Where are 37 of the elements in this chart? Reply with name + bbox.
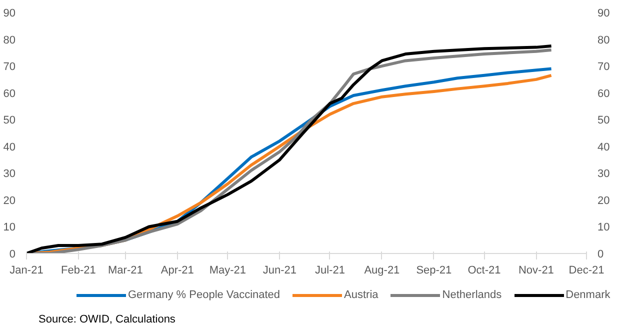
y2-tick-label: 40 — [598, 141, 610, 154]
legend-label: Denmark — [566, 289, 610, 301]
x-tick-label: Feb-21 — [61, 264, 96, 276]
x-tick-label: Jul-21 — [314, 264, 345, 276]
y-tick-label: 80 — [3, 34, 16, 46]
y-tick-label: 30 — [3, 168, 16, 180]
y2-tick-label: 0 — [598, 248, 604, 260]
x-tick-label: Dec-21 — [568, 264, 604, 276]
y-tick-label: 60 — [3, 88, 16, 100]
y2-tick-label: 50 — [598, 114, 610, 127]
y-tick-label: 0 — [9, 248, 16, 260]
y2-tick-label: 70 — [598, 61, 610, 74]
y-tick-label: 90 — [3, 8, 16, 20]
x-tick-label: May-21 — [209, 264, 246, 276]
y2-tick-label: 20 — [598, 194, 610, 207]
source-note: Source: OWID, Calculations — [38, 314, 176, 326]
y2-tick-label: 30 — [598, 168, 610, 180]
y-tick-label: 40 — [3, 141, 16, 154]
y2-tick-label: 60 — [598, 88, 610, 100]
x-tick-label: Sep-21 — [416, 264, 452, 276]
legend-label: Austria — [344, 289, 378, 301]
x-tick-label: Jan-21 — [10, 264, 44, 276]
x-tick-label: Nov-21 — [518, 264, 554, 276]
y2-tick-label: 10 — [598, 222, 610, 234]
x-tick-label: Aug-21 — [364, 264, 400, 276]
y-tick-label: 70 — [3, 61, 16, 74]
legend-label: Netherlands — [442, 289, 502, 301]
x-tick-label: Mar-21 — [108, 264, 143, 276]
y-tick-label: 20 — [3, 194, 16, 207]
x-tick-label: Oct-21 — [468, 264, 501, 276]
y-tick-label: 10 — [3, 222, 16, 234]
y2-tick-label: 90 — [598, 8, 610, 20]
legend-label: Germany % People Vaccinated — [128, 289, 280, 301]
y-tick-label: 50 — [3, 114, 16, 127]
x-tick-label: Jun-21 — [262, 264, 296, 276]
y2-tick-label: 80 — [598, 34, 610, 46]
x-tick-label: Apr-21 — [160, 264, 194, 276]
